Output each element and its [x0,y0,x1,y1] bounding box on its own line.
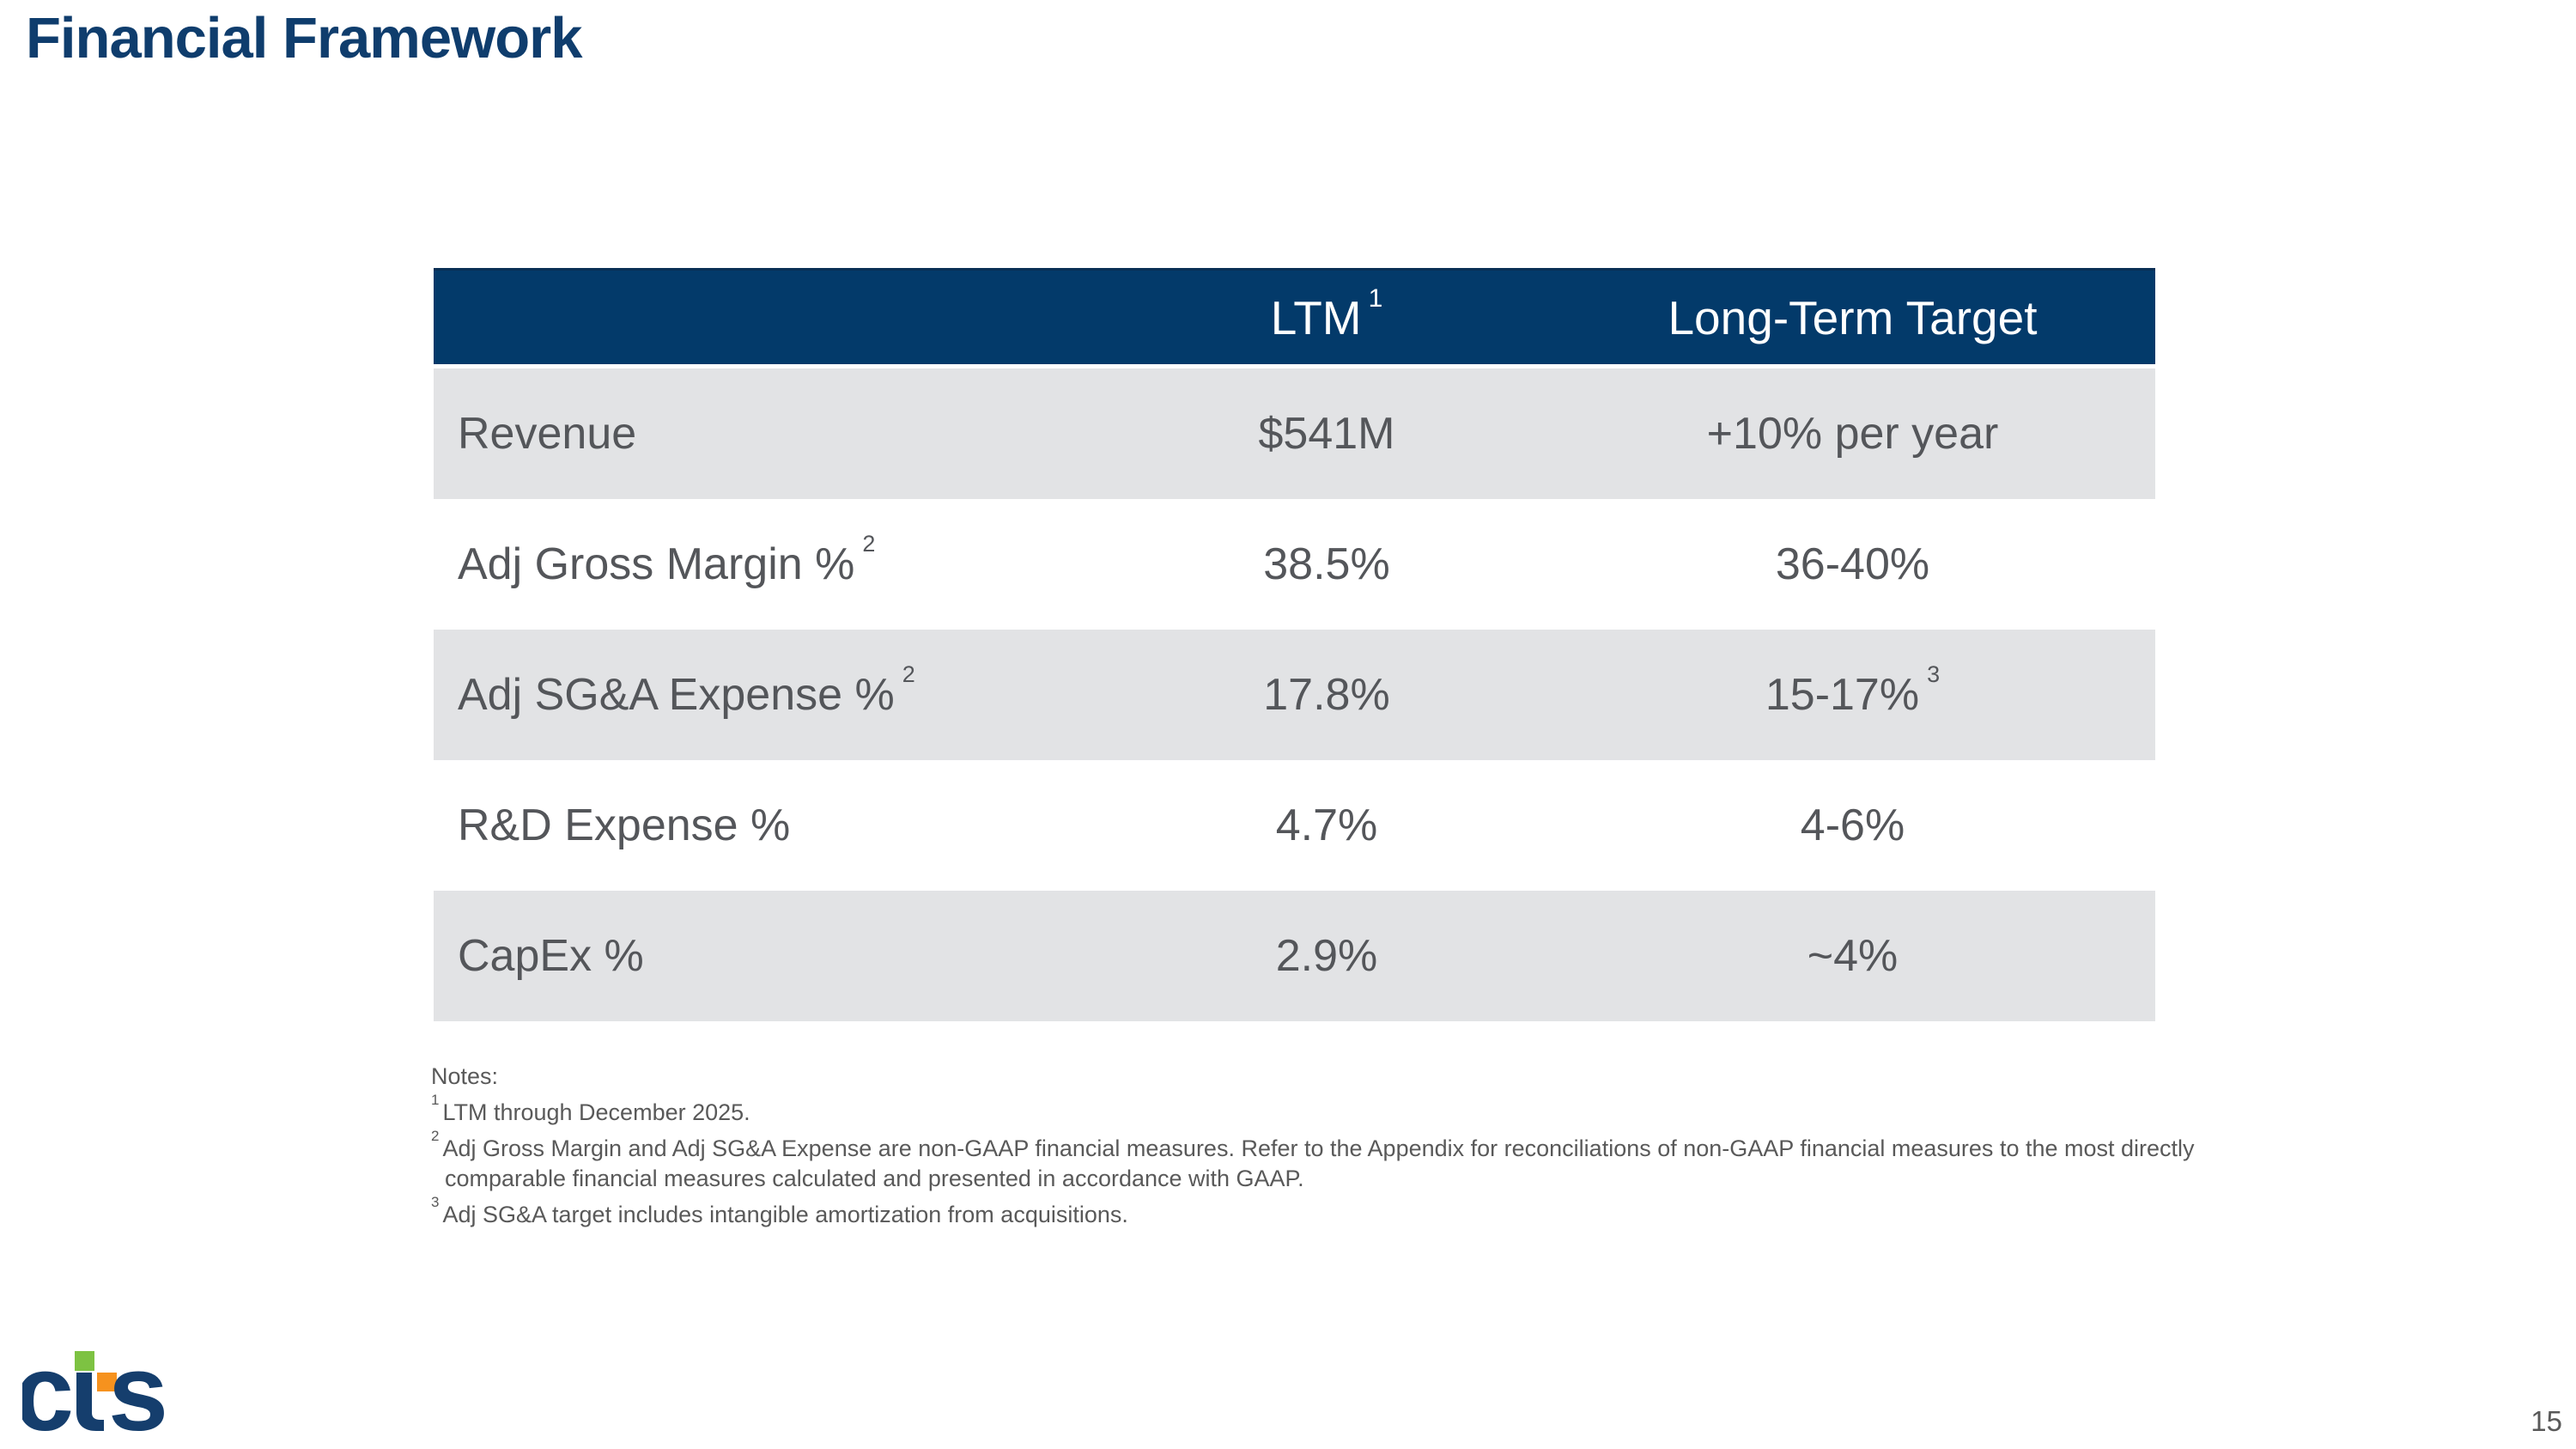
cts-logo-graphic: c s [14,1332,168,1449]
table-row: Adj SG&A Expense % 2 17.8% 15-17% 3 [434,630,2155,760]
footnote-marker: 2 [902,661,915,687]
table-row: Adj Gross Margin % 2 38.5% 36-40% [434,499,2155,630]
table-header-row: LTM 1 Long-Term Target [434,268,2155,364]
page-title: Financial Framework [26,6,582,70]
long-term-target-value: 4-6% [1800,801,1905,850]
footnote-marker: 1 [431,1092,440,1108]
logo-orange-square [97,1373,117,1391]
row-metric-label: Revenue [458,409,637,459]
notes-items: 1 LTM through December 2025. 2 Adj Gross Ma… [431,1092,2552,1230]
notes-heading: Notes: [431,1063,499,1089]
long-term-target-value: 15-17% 3 [1765,661,1941,721]
table-row: R&D Expense % 4.7% 4-6% [434,760,2155,891]
note-line: 3 Adj SG&A target includes intangible amo… [431,1194,1128,1227]
logo-letter-c: c [22,1347,74,1443]
footnote-marker: 2 [431,1128,440,1144]
header-long-term-target-column: Long-Term Target [1668,290,2038,344]
ltm-value: 38.5% [1263,539,1390,589]
long-term-target-value: +10% per year [1706,409,1999,459]
page-number: 15 [2530,1405,2562,1437]
row-metric-label: R&D Expense % [458,801,791,850]
ltm-value: 2.9% [1275,931,1378,981]
note-line: 1 LTM through December 2025. [431,1092,750,1125]
logo-t-stem [76,1373,104,1431]
ltm-value: $541M [1258,409,1395,459]
footnote-marker: 2 [862,530,876,557]
row-metric-label: Adj Gross Margin % 2 [458,530,876,590]
note-line: comparable financial measures calculated… [445,1166,1304,1191]
ltm-value: 17.8% [1263,670,1390,720]
logo-green-square [75,1351,94,1371]
note-line: 2 Adj Gross Margin and Adj SG&A Expense a… [431,1128,2195,1161]
table-row: CapEx % 2.9% ~4% [434,891,2155,1021]
table-row: Revenue $541M +10% per year [434,368,2155,499]
notes-block: Notes: 1 LTM through December 2025. 2 Adj G… [431,1062,2552,1230]
row-metric-label: Adj SG&A Expense % 2 [458,661,915,721]
header-ltm-label: LTM [1270,290,1362,344]
long-term-target-value: 36-40% [1775,539,1930,589]
financial-framework-table: LTM 1 Long-Term Target Revenue $541M +10% p… [434,268,2155,1021]
logo-letter-s: s [108,1347,168,1443]
header-ltm-footnote-marker: 1 [1368,283,1383,313]
row-metric-label: CapEx % [458,931,644,981]
table-body: Revenue $541M +10% per year Adj Gross Margi… [434,368,2155,1021]
cts-logo: c s [14,1332,177,1449]
header-ltm-column: LTM 1 [1103,271,1550,364]
header-metric-column [434,271,1103,364]
ltm-value: 4.7% [1275,801,1378,850]
footnote-marker: 3 [431,1194,440,1210]
footnote-marker: 3 [1927,661,1941,687]
long-term-target-value: ~4% [1807,931,1899,981]
